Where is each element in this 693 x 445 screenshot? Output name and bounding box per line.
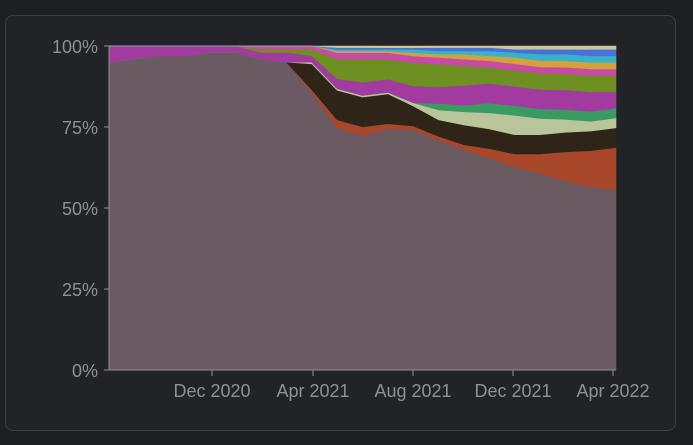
x-tick-label: Dec 2020	[173, 381, 250, 401]
y-tick-label: 25%	[62, 280, 98, 300]
x-tick-label: Apr 2022	[576, 381, 649, 401]
y-tick-label: 50%	[62, 199, 98, 219]
y-tick-label: 0%	[72, 361, 98, 381]
x-tick-label: Aug 2021	[374, 381, 451, 401]
x-tick-label: Apr 2021	[276, 381, 349, 401]
x-axis-ticks: Dec 2020 Apr 2021 Aug 2021 Dec 2021 Apr …	[173, 370, 650, 401]
series-area-12	[109, 45, 617, 50]
y-tick-label: 75%	[62, 118, 98, 138]
series-areas	[108, 45, 617, 371]
y-axis-ticks: 100% 75% 50% 25% 0%	[52, 37, 109, 381]
x-tick-label: Dec 2021	[474, 381, 551, 401]
y-tick-label: 100%	[52, 37, 98, 57]
